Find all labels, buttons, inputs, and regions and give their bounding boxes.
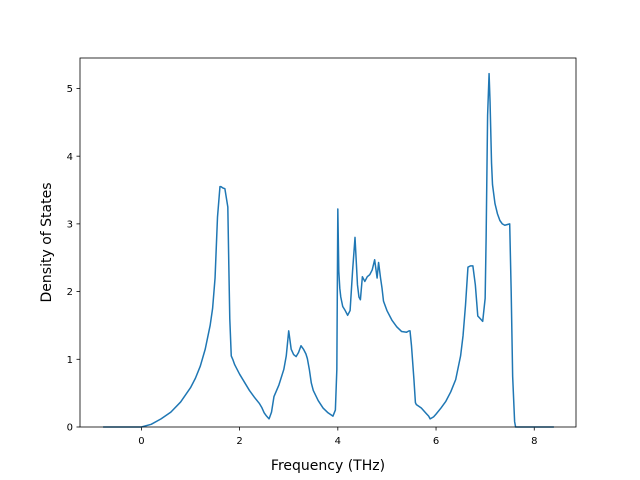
y-tick-label: 3 xyxy=(67,219,73,230)
y-tick-label: 2 xyxy=(67,287,73,298)
x-tick-label: 8 xyxy=(531,436,537,447)
axes-frame xyxy=(79,57,577,428)
plot-area xyxy=(103,72,554,428)
y-tick-label: 5 xyxy=(67,84,73,95)
y-axis-ticks: 0 1 2 3 4 5 xyxy=(67,84,80,434)
x-tick-label: 2 xyxy=(236,436,242,447)
y-axis-label: Density of States xyxy=(39,183,55,303)
y-tick-label: 4 xyxy=(67,152,73,163)
x-axis-label: Frequency (THz) xyxy=(271,458,385,474)
x-tick-label: 4 xyxy=(335,436,341,447)
y-tick-label: 1 xyxy=(67,355,73,366)
y-tick-label: 0 xyxy=(67,423,73,434)
x-tick-label: 0 xyxy=(138,436,144,447)
dos-series-line xyxy=(103,72,554,428)
x-tick-label: 6 xyxy=(433,436,439,447)
